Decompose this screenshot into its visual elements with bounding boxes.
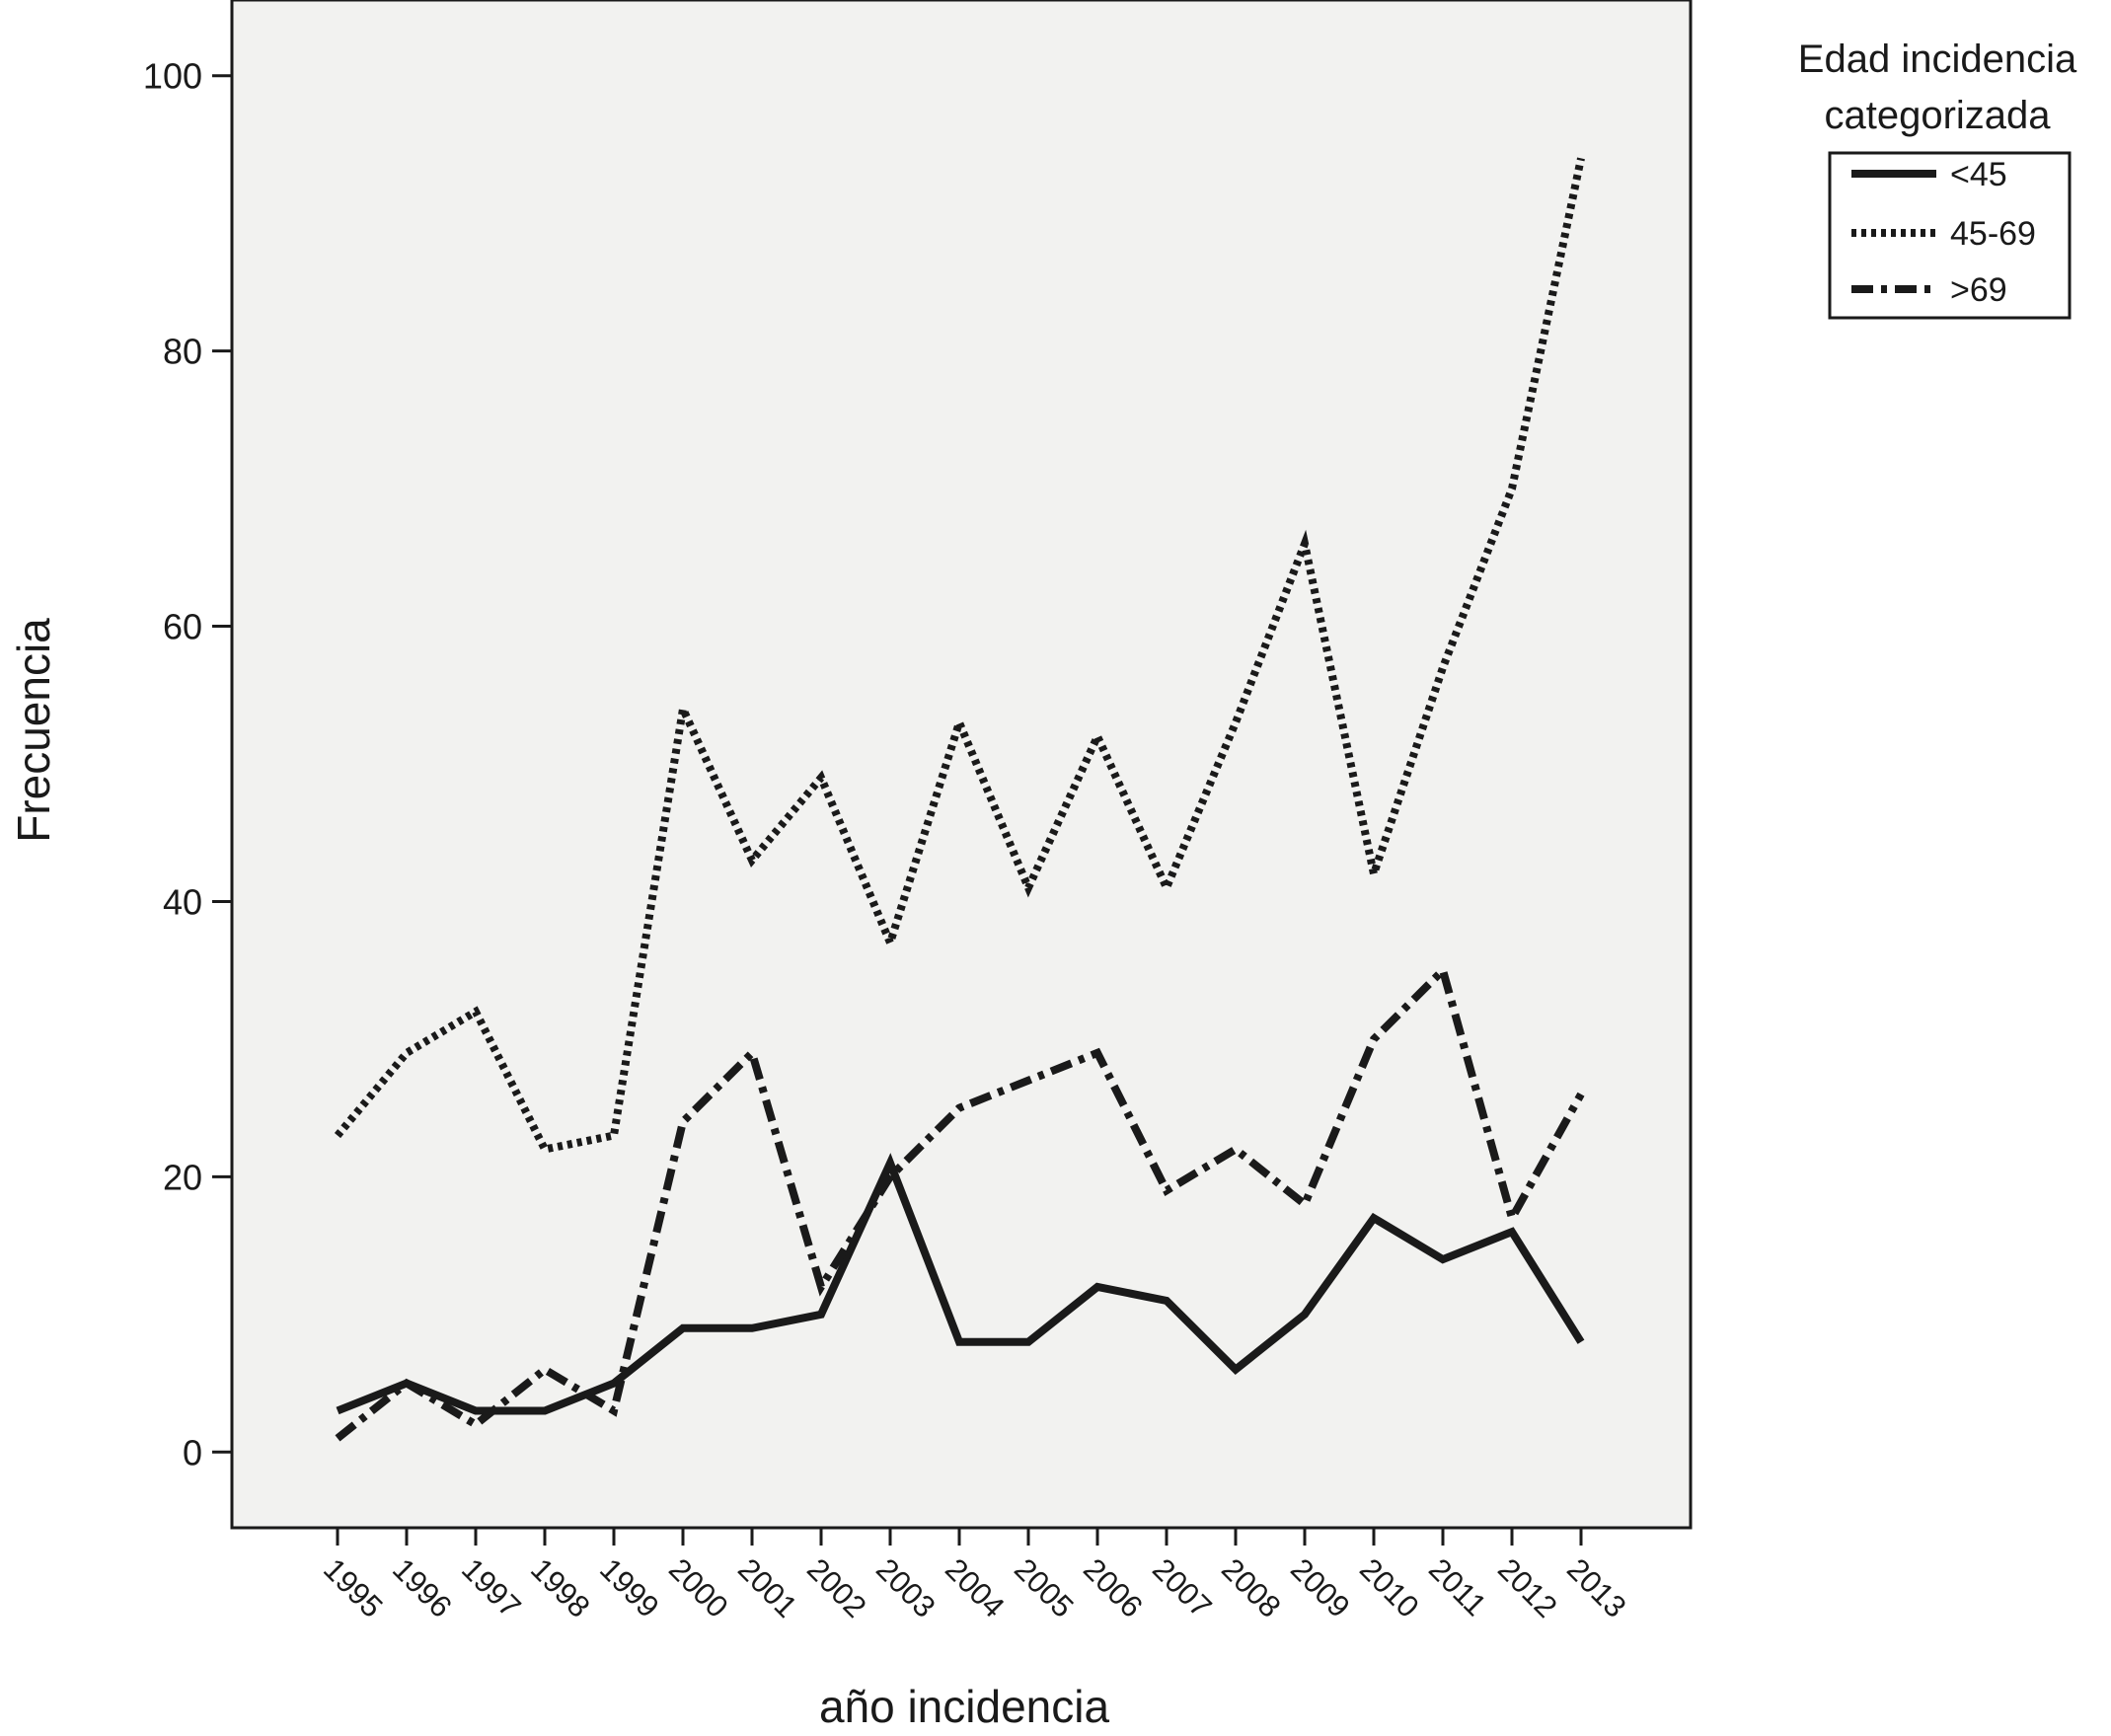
plot-area — [230, 0, 1693, 1530]
y-tick-label: 0 — [183, 1432, 202, 1472]
x-tick-label: 2012 — [1491, 1551, 1564, 1624]
x-tick-label: 2008 — [1215, 1551, 1288, 1624]
x-tick-label: 1998 — [524, 1551, 597, 1624]
legend: Edad incidencia categorizada <45 45-69 >69 — [1798, 38, 2077, 320]
x-tick-label: 2003 — [869, 1551, 942, 1624]
x-tick-label: 2002 — [800, 1551, 873, 1624]
series-layer — [334, 157, 1585, 1442]
series-line-1 — [336, 1153, 1585, 1415]
x-tick-label: 1996 — [386, 1551, 459, 1624]
y-axis: 0 20 40 60 80 100 — [143, 56, 232, 1472]
y-axis-label: Frecuencia — [8, 618, 59, 843]
legend-label-2: 45-69 — [1950, 215, 2036, 253]
y-tick-label: 80 — [163, 332, 202, 372]
x-tick-label: 2005 — [1008, 1551, 1081, 1624]
x-tick-label: 2013 — [1560, 1551, 1633, 1624]
x-tick-label: 2007 — [1146, 1551, 1219, 1624]
legend-label-1: <45 — [1950, 156, 2007, 193]
x-tick-label: 2011 — [1422, 1551, 1493, 1623]
legend-title-line-2: categorizada — [1824, 94, 2051, 137]
legend-title-line-1: Edad incidencia — [1798, 38, 2077, 81]
y-tick-label: 40 — [163, 881, 202, 922]
x-tick-label: 2009 — [1284, 1551, 1357, 1624]
x-tick-label: 2004 — [939, 1551, 1012, 1624]
x-tick-label: 2010 — [1353, 1551, 1426, 1624]
x-tick-label: 1999 — [593, 1551, 666, 1624]
x-tick-label: 2000 — [662, 1551, 735, 1624]
x-axis-label: año incidencia — [819, 1681, 1110, 1732]
x-axis: 1995199619971998199920002001200220032004… — [317, 1528, 1633, 1624]
y-tick-label: 100 — [143, 56, 202, 97]
y-tick-label: 20 — [163, 1157, 202, 1197]
x-tick-label: 1995 — [317, 1551, 390, 1624]
x-tick-label: 1997 — [455, 1551, 528, 1624]
series-line-3 — [335, 962, 1585, 1442]
legend-label-3: >69 — [1950, 271, 2007, 309]
x-tick-label: 2006 — [1077, 1551, 1150, 1624]
x-tick-label: 2001 — [731, 1551, 804, 1624]
y-tick-label: 60 — [163, 607, 202, 647]
